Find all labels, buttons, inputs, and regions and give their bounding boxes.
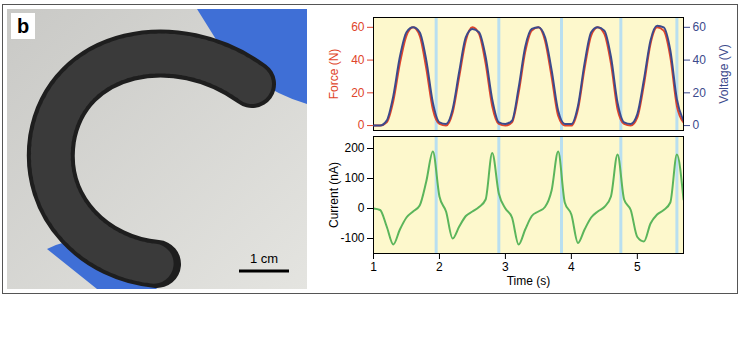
svg-text:1: 1 [370, 260, 377, 274]
svg-text:b: b [17, 15, 29, 37]
svg-text:0: 0 [358, 201, 365, 215]
svg-text:60: 60 [693, 20, 707, 34]
svg-text:40: 40 [693, 53, 707, 67]
svg-text:4: 4 [568, 260, 575, 274]
svg-text:Force (N): Force (N) [327, 49, 341, 100]
svg-text:200: 200 [344, 141, 364, 155]
svg-text:Current (nA): Current (nA) [327, 162, 341, 228]
svg-text:5: 5 [634, 260, 641, 274]
svg-text:-100: -100 [340, 231, 364, 245]
svg-text:3: 3 [502, 260, 509, 274]
svg-text:0: 0 [358, 118, 365, 132]
svg-text:60: 60 [351, 20, 365, 34]
svg-text:1 cm: 1 cm [250, 251, 278, 266]
svg-text:Voltage (V): Voltage (V) [717, 44, 731, 103]
svg-text:0: 0 [693, 118, 700, 132]
svg-text:40: 40 [351, 53, 365, 67]
svg-text:20: 20 [351, 86, 365, 100]
svg-text:20: 20 [693, 86, 707, 100]
svg-text:Time (s): Time (s) [507, 274, 551, 288]
svg-text:100: 100 [344, 171, 364, 185]
svg-text:2: 2 [436, 260, 443, 274]
